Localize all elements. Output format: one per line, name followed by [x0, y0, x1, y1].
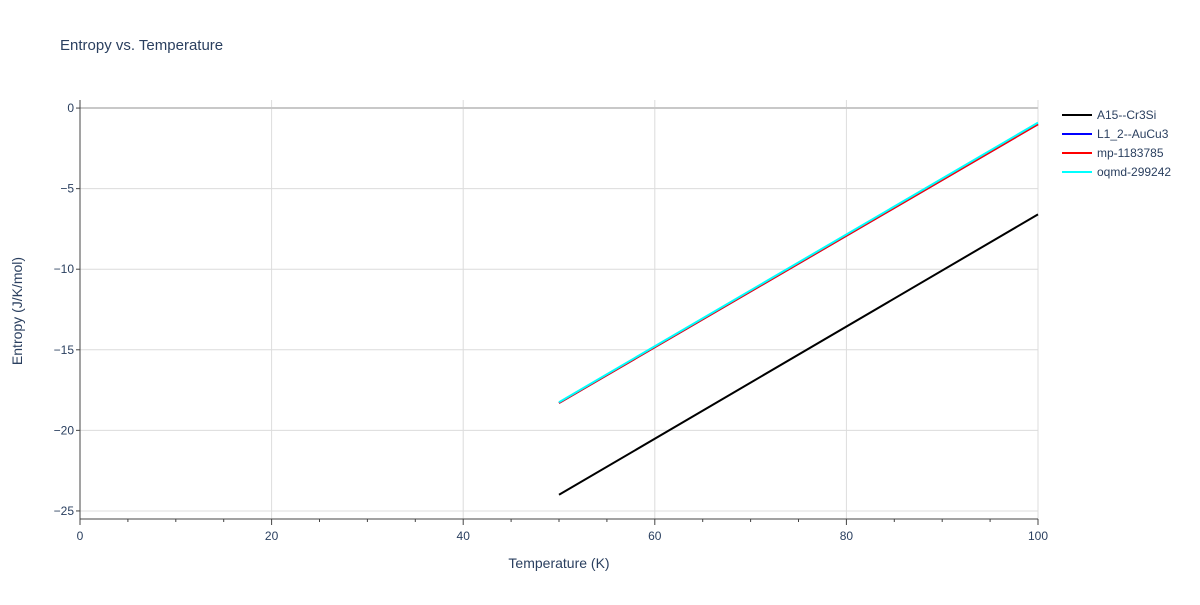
- y-tick-label: −25: [54, 504, 75, 518]
- y-tick-label: −5: [60, 182, 74, 196]
- axis-layer: 0 20 40 60 80 100 0 −5 −10 −15 −20 −25: [54, 100, 1048, 543]
- legend: A15--Cr3Si L1_2--AuCu3 mp-1183785 oqmd-2992…: [1062, 108, 1171, 179]
- legend-item[interactable]: A15--Cr3Si: [1062, 108, 1156, 122]
- series-layer: [558, 121, 1039, 496]
- series-line-A15--Cr3Si: [558, 213, 1039, 496]
- legend-label: A15--Cr3Si: [1097, 108, 1156, 122]
- legend-item[interactable]: oqmd-299242: [1062, 165, 1171, 179]
- x-tick-label: 40: [457, 529, 471, 543]
- x-tick-label: 60: [648, 529, 662, 543]
- x-tick-label: 0: [77, 529, 84, 543]
- legend-label: mp-1183785: [1097, 146, 1164, 160]
- y-axis-title: Entropy (J/K/mol): [9, 257, 25, 365]
- chart-title: Entropy vs. Temperature: [60, 37, 223, 54]
- x-tick-label: 100: [1028, 529, 1048, 543]
- y-tick-label: −10: [54, 262, 75, 276]
- x-tick-label: 20: [265, 529, 279, 543]
- y-tick-label: −20: [54, 423, 75, 437]
- y-tick-label: 0: [67, 101, 74, 115]
- x-tick-label: 80: [840, 529, 854, 543]
- legend-label: L1_2--AuCu3: [1097, 127, 1169, 141]
- x-axis-title: Temperature (K): [508, 555, 609, 571]
- y-tick-label: −15: [54, 343, 75, 357]
- legend-label: oqmd-299242: [1097, 165, 1171, 179]
- legend-item[interactable]: mp-1183785: [1062, 146, 1164, 160]
- grid-layer: [80, 100, 1039, 519]
- legend-item[interactable]: L1_2--AuCu3: [1062, 127, 1169, 141]
- series-line-oqmd-299242: [558, 121, 1039, 404]
